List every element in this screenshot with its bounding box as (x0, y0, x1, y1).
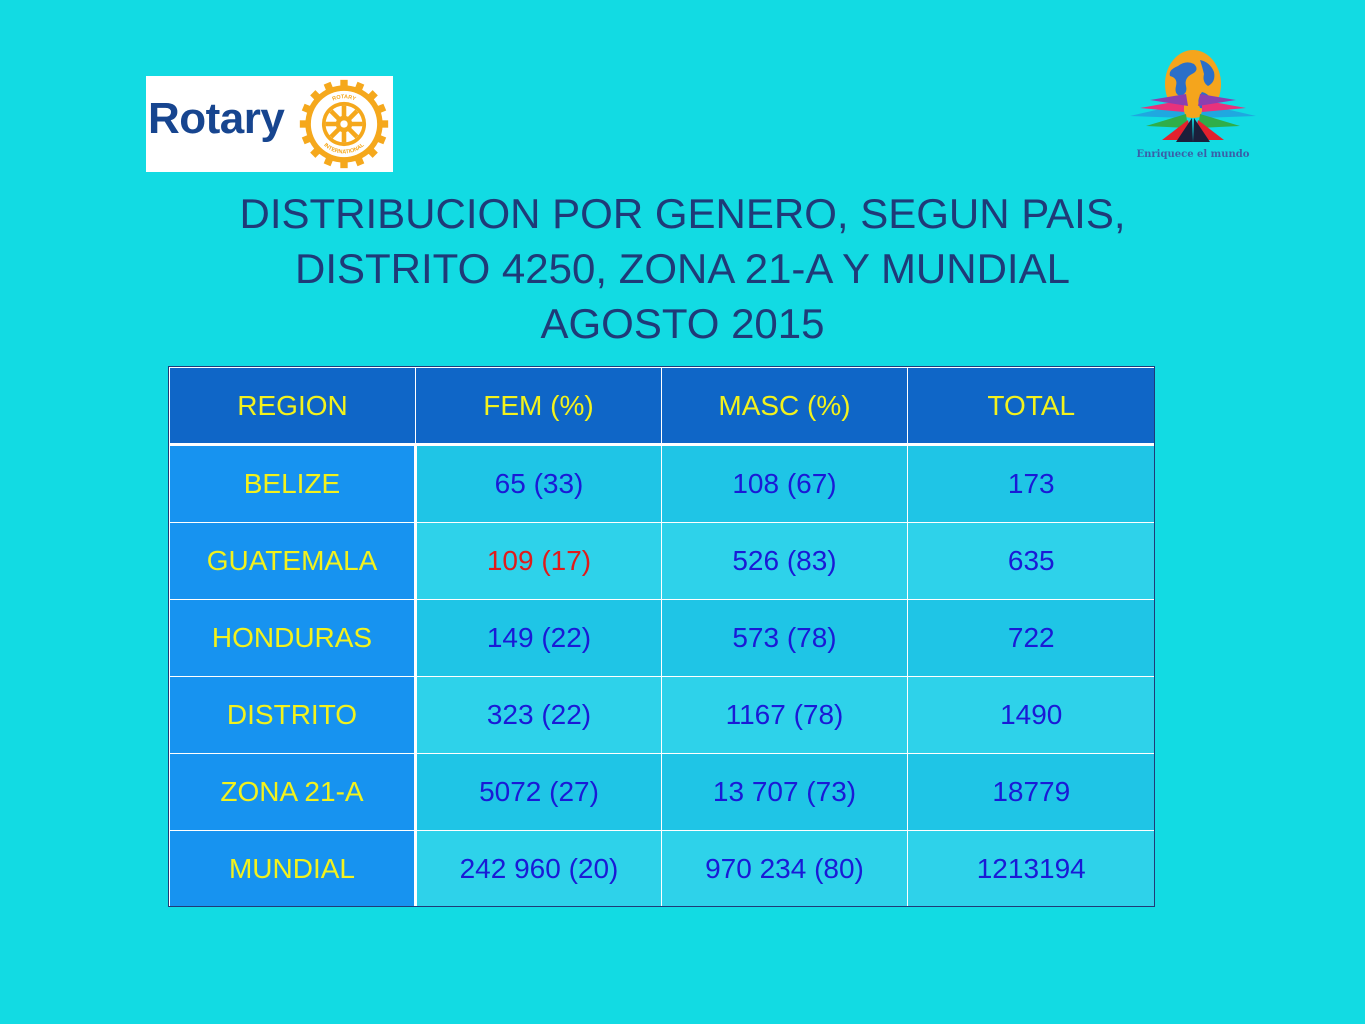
header-region: REGION (169, 367, 416, 446)
header-total: TOTAL (907, 367, 1155, 446)
rotary-logo-text: Rotary (148, 94, 285, 143)
region-cell: ZONA 21-A (169, 753, 417, 831)
region-cell: DISTRITO (169, 676, 417, 754)
rotary-logo: Rotary (146, 76, 393, 172)
rotary-wheel-icon: ROTARY INTERNATIONAL (299, 79, 389, 169)
region-cell: BELIZE (169, 444, 417, 523)
masc-cell: 573 (78) (661, 599, 908, 677)
fem-cell: 5072 (27) (415, 753, 662, 831)
masc-cell: 13 707 (73) (661, 753, 908, 831)
table-row: BELIZE 65 (33) 108 (67) 173 (169, 444, 1155, 523)
masc-cell: 970 234 (80) (661, 830, 908, 907)
masc-cell: 108 (67) (661, 444, 908, 523)
table-row: GUATEMALA 109 (17) 526 (83) 635 (169, 522, 1155, 600)
total-cell: 1213194 (907, 830, 1155, 907)
theme-caption: Enriquece el mundo (1136, 149, 1250, 160)
total-cell: 1490 (907, 676, 1155, 754)
total-cell: 18779 (907, 753, 1155, 831)
fem-cell: 149 (22) (415, 599, 662, 677)
title-line-2: DISTRITO 4250, ZONA 21-A Y MUNDIAL (295, 245, 1070, 292)
fem-cell: 242 960 (20) (415, 830, 662, 907)
table-row: HONDURAS 149 (22) 573 (78) 722 (169, 599, 1155, 677)
fem-cell: 323 (22) (415, 676, 662, 754)
table-row: MUNDIAL 242 960 (20) 970 234 (80) 121319… (169, 830, 1155, 907)
total-cell: 635 (907, 522, 1155, 600)
header-masc: MASC (%) (661, 367, 908, 446)
total-cell: 722 (907, 599, 1155, 677)
masc-cell: 526 (83) (661, 522, 908, 600)
svg-text:ROTARY: ROTARY (332, 94, 357, 102)
table-row: DISTRITO 323 (22) 1167 (78) 1490 (169, 676, 1155, 754)
total-cell: 173 (907, 444, 1155, 523)
page-title: DISTRIBUCION POR GENERO, SEGUN PAIS, DIS… (180, 186, 1185, 351)
theme-globe-icon (1130, 50, 1256, 142)
table-row: ZONA 21-A 5072 (27) 13 707 (73) 18779 (169, 753, 1155, 831)
title-line-1: DISTRIBUCION POR GENERO, SEGUN PAIS, (239, 190, 1126, 237)
region-cell: GUATEMALA (169, 522, 417, 600)
wheel-text-top: ROTARY (332, 94, 357, 102)
table-header-row: REGION FEM (%) MASC (%) TOTAL (169, 367, 1155, 446)
fem-cell: 109 (17) (415, 522, 662, 600)
region-cell: HONDURAS (169, 599, 417, 677)
masc-cell: 1167 (78) (661, 676, 908, 754)
fem-cell: 65 (33) (415, 444, 662, 523)
gender-distribution-table: REGION FEM (%) MASC (%) TOTAL BELIZE 65 … (169, 367, 1155, 907)
title-line-3: AGOSTO 2015 (540, 300, 825, 347)
header-fem: FEM (%) (415, 367, 662, 446)
region-cell: MUNDIAL (169, 830, 417, 907)
